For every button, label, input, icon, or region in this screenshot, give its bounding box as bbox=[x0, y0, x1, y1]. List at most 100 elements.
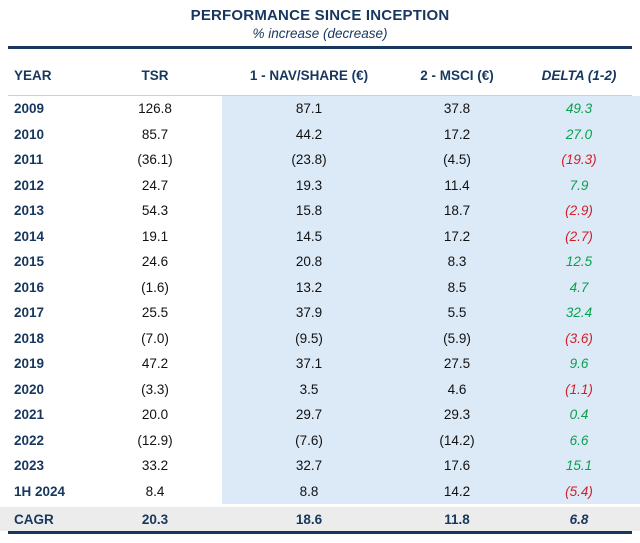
nav-share-cell: 15.8 bbox=[222, 198, 396, 224]
table-row: 2015 24.6 20.8 8.3 12.5 bbox=[0, 249, 640, 275]
tsr-cell: 8.4 bbox=[145, 483, 165, 499]
tsr-cell: 19.1 bbox=[141, 228, 169, 244]
column-header-nav-share: 1 - NAV/SHARE (€) bbox=[249, 67, 369, 83]
msci-cell: (4.5) bbox=[396, 147, 518, 173]
tsr-cell: 54.3 bbox=[141, 203, 169, 219]
delta-cell: (3.6) bbox=[518, 325, 640, 351]
table-row: 2020 (3.3) 3.5 4.6 (1.1) bbox=[0, 376, 640, 402]
nav-share-cell: 13.2 bbox=[222, 274, 396, 300]
column-header-msci: 2 - MSCI (€) bbox=[420, 67, 494, 83]
table-row: 2023 33.2 32.7 17.6 15.1 bbox=[0, 453, 640, 479]
cagr-tsr-value: 20.3 bbox=[141, 511, 169, 527]
tsr-cell: (12.9) bbox=[137, 432, 173, 448]
tsr-cell: 33.2 bbox=[141, 458, 169, 474]
year-cell: 2015 bbox=[14, 254, 45, 270]
delta-cell: 15.1 bbox=[518, 453, 640, 479]
cagr-row: CAGR 20.3 18.6 11.8 6.8 bbox=[0, 507, 640, 531]
tsr-cell: (7.0) bbox=[141, 330, 169, 346]
column-header-tsr: TSR bbox=[141, 67, 169, 83]
table-row: 2017 25.5 37.9 5.5 32.4 bbox=[0, 300, 640, 326]
msci-cell: 27.5 bbox=[396, 351, 518, 377]
table-row: 2013 54.3 15.8 18.7 (2.9) bbox=[0, 198, 640, 224]
delta-cell: 6.6 bbox=[518, 427, 640, 453]
delta-cell: 7.9 bbox=[518, 172, 640, 198]
nav-share-cell: 19.3 bbox=[222, 172, 396, 198]
cagr-msci-value: 11.8 bbox=[444, 511, 470, 527]
table-row: 2009 126.8 87.1 37.8 49.3 bbox=[0, 96, 640, 122]
msci-cell: 17.2 bbox=[396, 223, 518, 249]
delta-cell: 9.6 bbox=[518, 351, 640, 377]
top-rule bbox=[8, 46, 632, 49]
nav-share-cell: 29.7 bbox=[222, 402, 396, 428]
nav-share-cell: 37.1 bbox=[222, 351, 396, 377]
delta-cell: 27.0 bbox=[518, 121, 640, 147]
msci-cell: 5.5 bbox=[396, 300, 518, 326]
page-subtitle: % increase (decrease) bbox=[252, 26, 388, 41]
nav-share-cell: 3.5 bbox=[222, 376, 396, 402]
year-cell: 2016 bbox=[14, 279, 45, 295]
delta-cell: (2.7) bbox=[518, 223, 640, 249]
tsr-cell: (36.1) bbox=[137, 152, 173, 168]
year-cell: 2018 bbox=[14, 330, 45, 346]
table-header-row: YEAR TSR 1 - NAV/SHARE (€) 2 - MSCI (€) … bbox=[0, 49, 640, 95]
delta-cell: 49.3 bbox=[518, 96, 640, 122]
header-separator bbox=[8, 95, 632, 96]
year-cell: 2009 bbox=[14, 101, 45, 117]
msci-cell: (5.9) bbox=[396, 325, 518, 351]
year-cell: 2012 bbox=[14, 177, 45, 193]
table-row: 2016 (1.6) 13.2 8.5 4.7 bbox=[0, 274, 640, 300]
msci-cell: 17.2 bbox=[396, 121, 518, 147]
table-row: 2010 85.7 44.2 17.2 27.0 bbox=[0, 121, 640, 147]
table-row: 1H 2024 8.4 8.8 14.2 (5.4) bbox=[0, 478, 640, 504]
delta-cell: 12.5 bbox=[518, 249, 640, 275]
table-body: 2009 126.8 87.1 37.8 49.3 2010 85.7 44.2… bbox=[0, 96, 640, 504]
table-row: 2018 (7.0) (9.5) (5.9) (3.6) bbox=[0, 325, 640, 351]
nav-share-cell: 44.2 bbox=[222, 121, 396, 147]
tsr-cell: 24.6 bbox=[141, 254, 169, 270]
bottom-rule bbox=[8, 531, 632, 534]
tsr-cell: 126.8 bbox=[138, 101, 172, 117]
nav-share-cell: (7.6) bbox=[222, 427, 396, 453]
table-row: 2011 (36.1) (23.8) (4.5) (19.3) bbox=[0, 147, 640, 173]
msci-cell: 14.2 bbox=[396, 478, 518, 504]
msci-cell: 18.7 bbox=[396, 198, 518, 224]
column-header-year: YEAR bbox=[14, 67, 52, 83]
year-cell: 2013 bbox=[14, 203, 45, 219]
year-cell: 2022 bbox=[14, 432, 45, 448]
table-row: 2012 24.7 19.3 11.4 7.9 bbox=[0, 172, 640, 198]
msci-cell: 37.8 bbox=[396, 96, 518, 122]
delta-cell: 4.7 bbox=[518, 274, 640, 300]
nav-share-cell: 87.1 bbox=[222, 96, 396, 122]
year-cell: 2023 bbox=[14, 458, 45, 474]
nav-share-cell: (23.8) bbox=[222, 147, 396, 173]
table-row: 2019 47.2 37.1 27.5 9.6 bbox=[0, 351, 640, 377]
msci-cell: 8.5 bbox=[396, 274, 518, 300]
year-cell: 1H 2024 bbox=[14, 483, 66, 499]
tsr-cell: 25.5 bbox=[141, 305, 169, 321]
year-cell: 2021 bbox=[14, 407, 45, 423]
tsr-cell: 85.7 bbox=[141, 126, 169, 142]
year-cell: 2019 bbox=[14, 356, 45, 372]
msci-cell: 8.3 bbox=[396, 249, 518, 275]
year-cell: 2014 bbox=[14, 228, 45, 244]
page-title: PERFORMANCE SINCE INCEPTION bbox=[190, 7, 450, 24]
delta-cell: (2.9) bbox=[518, 198, 640, 224]
page-header: PERFORMANCE SINCE INCEPTION % increase (… bbox=[0, 0, 640, 46]
msci-cell: 4.6 bbox=[396, 376, 518, 402]
cagr-label: CAGR bbox=[14, 511, 54, 527]
tsr-cell: 24.7 bbox=[141, 177, 169, 193]
nav-share-cell: 14.5 bbox=[222, 223, 396, 249]
year-cell: 2010 bbox=[14, 126, 45, 142]
msci-cell: (14.2) bbox=[396, 427, 518, 453]
delta-cell: 32.4 bbox=[518, 300, 640, 326]
tsr-cell: 20.0 bbox=[141, 407, 169, 423]
nav-share-cell: 20.8 bbox=[222, 249, 396, 275]
cagr-delta-value: 6.8 bbox=[569, 511, 589, 527]
tsr-cell: 47.2 bbox=[141, 356, 169, 372]
nav-share-cell: 37.9 bbox=[222, 300, 396, 326]
summary-gap bbox=[0, 504, 640, 507]
table-row: 2021 20.0 29.7 29.3 0.4 bbox=[0, 402, 640, 428]
tsr-cell: (1.6) bbox=[141, 279, 169, 295]
delta-cell: (19.3) bbox=[518, 147, 640, 173]
